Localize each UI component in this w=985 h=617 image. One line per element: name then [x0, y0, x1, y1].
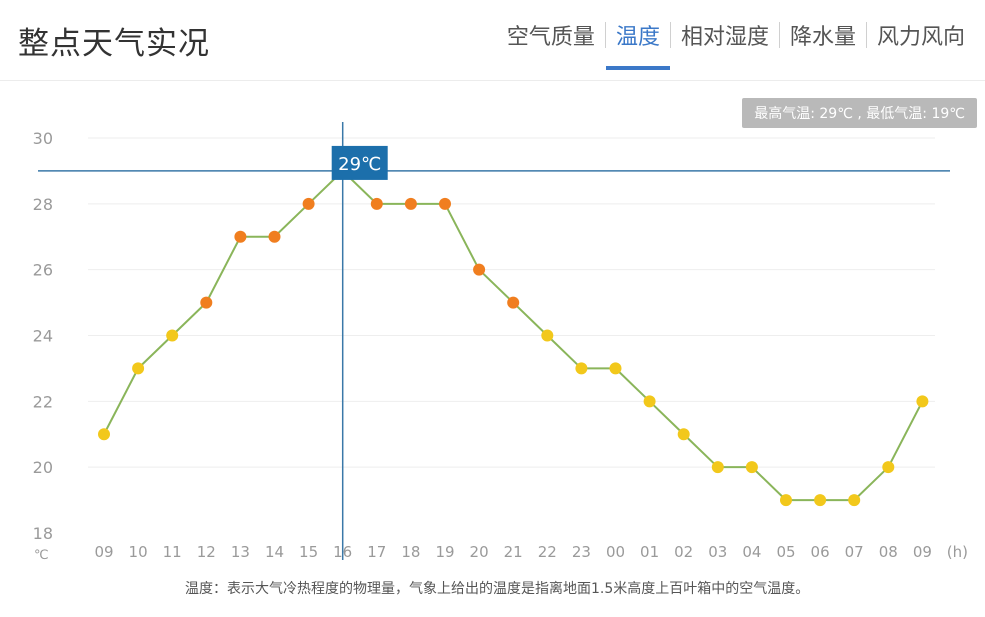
tab-temperature[interactable]: 温度 — [605, 14, 670, 70]
x-tick-label: 09 — [913, 543, 932, 561]
data-point — [609, 362, 622, 375]
y-tick-label: 30 — [33, 129, 53, 148]
x-tick-label: 18 — [401, 543, 420, 561]
data-point — [166, 329, 179, 342]
x-tick-label: 00 — [606, 543, 625, 561]
data-point — [473, 263, 486, 276]
tab-humidity[interactable]: 相对湿度 — [680, 25, 769, 50]
data-point — [848, 494, 861, 507]
x-tick-label: 21 — [504, 543, 523, 561]
data-point — [132, 362, 145, 375]
data-point — [370, 197, 383, 210]
x-tick-label: 19 — [435, 543, 454, 561]
page-title: 整点天气实况 — [18, 26, 210, 62]
y-tick-label: 24 — [33, 327, 53, 346]
tooltip-label: 29℃ — [338, 154, 381, 175]
y-tick-label: 22 — [33, 392, 53, 411]
data-point — [507, 296, 520, 309]
tab-precipitation[interactable]: 降水量 — [789, 25, 856, 50]
data-point — [541, 329, 554, 342]
data-point — [711, 461, 724, 474]
x-tick-label: 06 — [811, 543, 830, 561]
tab-divider — [778, 22, 780, 48]
data-point — [234, 230, 247, 243]
tab-air-quality[interactable]: 空气质量 — [506, 25, 595, 50]
data-point — [814, 494, 827, 507]
x-tick-label: 11 — [163, 543, 182, 561]
header: 整点天气实况 空气质量 温度 相对湿度 降水量 风力风向 — [0, 0, 985, 81]
data-point — [745, 461, 758, 474]
x-tick-label: 22 — [538, 543, 557, 561]
tab-divider — [669, 22, 671, 48]
temp-range-badge: 最高气温: 29℃ , 最低气温: 19℃ — [742, 98, 977, 128]
y-tick-label: 20 — [33, 458, 53, 477]
x-tick-label: 12 — [197, 543, 216, 561]
x-tick-label: 09 — [94, 543, 113, 561]
data-point — [780, 494, 792, 507]
tab-wind[interactable]: 风力风向 — [876, 25, 965, 50]
data-point — [98, 428, 110, 441]
tab-bar: 空气质量 温度 相对湿度 降水量 风力风向 — [497, 14, 975, 70]
y-tick-label: 18 — [33, 524, 53, 543]
data-point — [916, 395, 929, 408]
data-point — [882, 461, 895, 474]
y-tick-label: 28 — [33, 195, 53, 214]
x-tick-label: 23 — [572, 543, 591, 561]
x-tick-label: 07 — [845, 543, 864, 561]
x-tick-label: 10 — [129, 543, 148, 561]
x-tick-label: 03 — [708, 543, 727, 561]
tab-divider — [604, 22, 606, 48]
x-tick-label: 04 — [742, 543, 761, 561]
x-axis-unit: (h) — [947, 543, 968, 561]
data-point — [677, 428, 690, 441]
data-point — [643, 395, 656, 408]
data-point — [439, 197, 451, 210]
data-point — [404, 197, 417, 210]
x-tick-label: 17 — [367, 543, 386, 561]
data-point — [268, 230, 281, 243]
data-point — [575, 362, 588, 375]
x-tick-label: 01 — [640, 543, 659, 561]
x-tick-label: 20 — [470, 543, 489, 561]
x-tick-label: 08 — [879, 543, 898, 561]
data-point — [302, 197, 315, 210]
x-tick-label: 15 — [299, 543, 318, 561]
x-tick-label: 02 — [674, 543, 693, 561]
tooltip-box — [331, 145, 388, 180]
y-axis-unit: ℃ — [34, 548, 49, 563]
data-point — [200, 296, 213, 309]
x-tick-label: 13 — [231, 543, 250, 561]
x-tick-label: 14 — [265, 543, 284, 561]
y-tick-label: 26 — [33, 261, 53, 280]
x-tick-label: 05 — [776, 543, 795, 561]
footnote: 温度：表示大气冷热程度的物理量，气象上给出的温度是指离地面1.5米高度上百叶箱中… — [185, 581, 810, 597]
tab-divider — [865, 22, 867, 48]
